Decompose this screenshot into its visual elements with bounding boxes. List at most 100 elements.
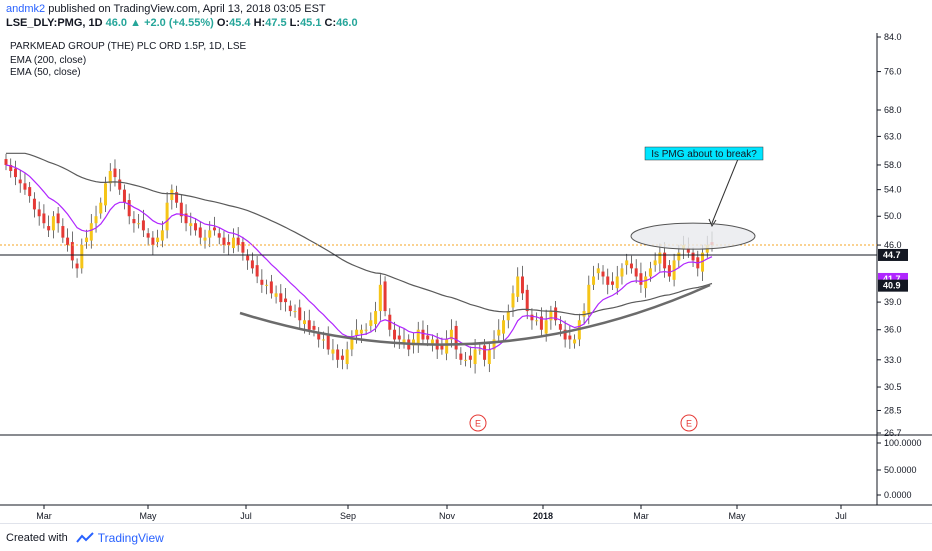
candle-body [449, 329, 453, 340]
candle-body [260, 279, 264, 285]
low-value: 45.1 [300, 17, 322, 29]
candle-body [563, 329, 567, 340]
candle-body [184, 213, 188, 224]
candle-body [326, 335, 330, 350]
candle-body [118, 179, 122, 190]
y-tick-label: 28.5 [884, 405, 902, 415]
candle-body [189, 223, 193, 227]
candle-body [573, 339, 577, 344]
open-label: O: [216, 17, 230, 29]
candle-body [658, 252, 662, 264]
tradingview-logo-icon [75, 531, 94, 543]
candle-body [393, 329, 397, 340]
chart-header: andmk2 published on TradingView.com, Apr… [6, 2, 926, 31]
high-value: 47.5 [265, 17, 287, 29]
candle-body [364, 329, 368, 331]
indicator-label: EMA (50, close) [10, 67, 81, 78]
candle-body [70, 242, 74, 261]
candle-body [13, 168, 17, 178]
candle-body [156, 237, 160, 243]
candle-body [132, 219, 136, 224]
candle-body [639, 273, 643, 285]
earnings-marker [469, 414, 487, 432]
candle-body [227, 242, 231, 246]
candle-body [175, 192, 179, 203]
footer: Created with TradingView [0, 523, 932, 551]
candle-body [511, 293, 515, 308]
candle-body [620, 268, 624, 277]
candle-body [345, 349, 349, 365]
candle-body [75, 263, 79, 269]
earnings-marker-label: E [475, 419, 481, 429]
candle-body [350, 339, 354, 350]
candle-body [42, 213, 46, 224]
price-label-text: 44.7 [883, 250, 901, 260]
lower-tick-label: 100.0000 [884, 438, 922, 448]
chart-title: PARKMEAD GROUP (THE) PLC ORD 1.5P, 1D, L… [10, 41, 247, 52]
created-with-text: Created with [6, 531, 68, 544]
candle-body [51, 216, 55, 231]
y-tick-label: 33.0 [884, 355, 902, 365]
candle-body [32, 198, 36, 210]
candle-body [468, 355, 472, 360]
candle-body [416, 329, 420, 344]
candle-body [198, 227, 202, 238]
candle-body [402, 339, 406, 344]
author-link[interactable]: andmk2 [6, 3, 46, 15]
candle-body [445, 339, 449, 354]
x-tick-label: May [728, 511, 746, 521]
candle-body [582, 311, 586, 317]
candle-body [454, 325, 458, 350]
candle-body [321, 339, 325, 341]
candle-body [89, 223, 93, 241]
candle-body [691, 252, 695, 261]
up-arrow-icon: ▲ [130, 17, 142, 29]
candle-body [37, 209, 41, 217]
y-tick-label: 68.0 [884, 105, 902, 115]
candle-body [303, 320, 307, 325]
candle-body [686, 248, 690, 253]
close-label: C: [324, 17, 337, 29]
price-chart[interactable]: 84.0 76.0 68.0 63.0 58.0 54.0 50.0 46.0 39.0 36.0… [0, 33, 932, 523]
candle-body [502, 320, 506, 334]
candle-body [397, 335, 401, 340]
x-tick-label: Sep [340, 511, 356, 521]
candle-body [141, 220, 145, 231]
rounding-bottom-curve [239, 283, 711, 346]
candle-body [85, 237, 89, 243]
candle-body [231, 237, 235, 249]
candle-body [568, 335, 572, 340]
candle-body [587, 284, 591, 315]
open-value: 45.4 [229, 17, 251, 29]
candle-body [592, 276, 596, 285]
candle-body [47, 226, 51, 231]
y-tick-label: 84.0 [884, 33, 902, 42]
candle-body [677, 252, 681, 261]
annotation-text: Is PMG about to break? [651, 149, 757, 160]
candle-body [701, 252, 705, 272]
price-label-box [878, 279, 908, 292]
candle-body [554, 307, 558, 321]
candle-body [374, 311, 378, 325]
breakout-ellipse [630, 222, 756, 250]
candle-body [279, 293, 283, 303]
candle-body [549, 311, 553, 321]
candle-body [336, 349, 340, 360]
candle-body [99, 202, 103, 214]
symbol: LSE_DLY:PMG, 1D [6, 17, 103, 29]
candle-body [383, 281, 387, 312]
candle-body [94, 216, 98, 224]
candle-body [525, 289, 529, 312]
tradingview-brand[interactable]: TradingView [97, 530, 164, 545]
candle-body [265, 284, 269, 286]
candle-body [23, 183, 27, 190]
candle-body [170, 189, 174, 201]
candle-body [108, 170, 112, 184]
low-label: L: [289, 17, 301, 29]
candle-body [298, 307, 302, 321]
candle-body [217, 233, 221, 238]
candle-body [284, 298, 288, 303]
candle-body [56, 213, 60, 224]
earnings-marker-label: E [686, 419, 692, 429]
candle-body [663, 252, 667, 269]
